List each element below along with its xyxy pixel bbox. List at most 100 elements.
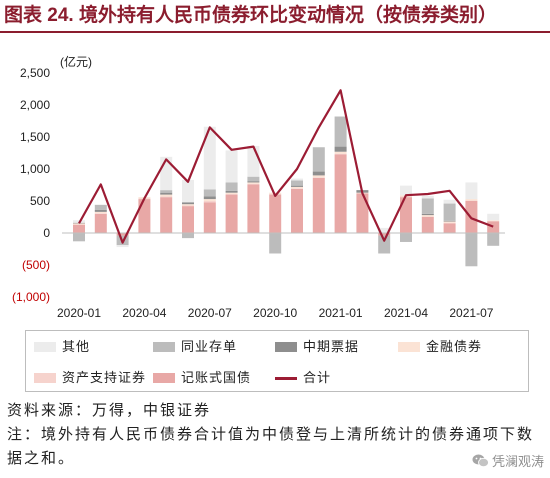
bar-segment-s3-m0 [73,223,85,225]
bar-segment-s5-m13 [356,193,369,233]
bar-segment-s4-m10 [291,188,303,189]
bar-segment-s1-m14 [378,235,391,254]
bar-segment-s0-m5 [182,179,194,203]
legend-label: 其他 [62,339,91,354]
bar-segment-s3-m10 [291,186,303,189]
bar-segment-s5-m9 [269,194,282,233]
bar-segment-s3-m7 [225,192,238,194]
bar-segment-s5-m3 [138,199,151,233]
legend-item-total: 合计 [275,370,331,386]
bar-segment-s2-m6 [203,196,216,200]
x-tick-label: 2021-04 [384,306,428,320]
bar-segment-s4-m5 [182,205,194,207]
watermark: 凭澜观涛 [472,451,544,470]
bar-segment-s0-m17 [443,199,456,204]
legend-label: 中期票据 [303,339,360,354]
x-tick-label: 2020-01 [57,306,101,320]
footnote: 注：境外持有人民币债券合计值为中债登与上清所统计的债券通项下数据之和。 [7,427,535,467]
bar-segment-s3-m4 [160,194,173,197]
bar-segment-s3-m16 [421,215,434,217]
y-axis-unit: (亿元) [60,54,92,69]
bar-segment-s1-m8 [247,176,260,182]
bar-segment-s5-m1 [94,213,107,233]
bar-segment-s2-m17 [443,220,456,222]
bar-segment-s1-m16 [421,198,434,214]
bar-segment-s3-m12 [334,151,347,154]
bar-segment-s4-m4 [160,196,173,198]
y-tick-label: 500 [30,194,50,208]
y-tick-label: 1,000 [20,162,50,176]
bar-segment-s1-m1 [94,204,107,210]
bar-segment-s0-m7 [225,150,238,183]
bar-segment-s3-m17 [443,221,456,223]
bar-segment-s1-m7 [225,182,238,191]
legend-label: 资产支持证券 [62,370,147,385]
bar-segment-s4-m19 [487,220,500,222]
bar-segment-s3-m18 [465,199,478,201]
bar-segment-s4-m12 [334,153,347,155]
bar-segment-s5-m8 [247,184,260,233]
bar-segment-s0-m16 [421,195,434,199]
bar-segment-s3-m5 [182,204,194,206]
legend-label: 同业存单 [181,339,238,354]
bar-segment-s4-m16 [421,216,434,217]
bar-segment-s0-m19 [487,213,500,221]
chart-title: 图表 24. 境外持有人民币债券环比变动情况（按债券类别） [4,5,497,26]
x-tick-label: 2020-07 [188,306,232,320]
legend-item-treasury: 记账式国债 [153,370,251,386]
bar-segment-s1-m10 [291,180,303,186]
bar-segment-s2-m4 [160,192,173,195]
bar-segment-s0-m18 [465,182,478,200]
bar-segment-s5-m2 [116,233,129,236]
bar-segment-s5-m17 [443,223,456,233]
legend-swatch-abs [34,373,56,383]
bar-segment-s4-m17 [443,222,456,224]
total-line [78,89,494,244]
bar-segment-s2-m7 [225,190,238,193]
bar-segment-s0-m15 [400,185,412,196]
x-tick-label: 2020-04 [122,306,166,320]
legend-item-financial-bonds: 金融债券 [398,339,482,355]
bar-segment-s1-m9 [269,233,282,254]
bar-segment-s1-m15 [400,233,412,242]
bar-segment-s0-m4 [160,156,173,191]
bar-segment-s5-m4 [160,197,173,233]
bar-segment-s5-m6 [203,202,216,233]
y-tick-label: 2,000 [20,98,50,112]
bar-segment-s3-m19 [487,220,500,221]
bar-segment-s2-m11 [312,171,325,176]
x-tick-label: 2020-10 [253,306,297,320]
bar-segment-s5-m12 [334,154,347,233]
bar-segment-s2-m10 [291,185,303,187]
bar-segment-s0-m10 [291,178,303,181]
y-tick-label: 2,500 [20,66,50,80]
bar-segment-s5-m16 [421,217,434,233]
bar-segment-s4-m11 [312,177,325,178]
legend-swatch-treasury [153,373,175,383]
y-tick-label: 1,500 [20,130,50,144]
y-tick-label: (1,000) [12,290,50,304]
legend-label: 金融债券 [426,339,483,354]
chart-plot: (亿元) 2,500 2,000 1,500 1,000 500 0 (500) (1,000… [12,54,505,320]
legend-item-mtn: 中期票据 [275,339,359,355]
bar-segment-s3-m6 [203,199,216,201]
legend-item-abs: 资产支持证券 [34,370,146,386]
bar-segment-s0-m6 [203,126,216,190]
bar-segment-s5-m0 [73,224,85,233]
bar-segment-s4-m8 [247,183,260,185]
bar-segment-s4-m7 [225,193,238,195]
bar-segment-s2-m5 [182,202,194,205]
bar-segment-s1-m5 [182,233,194,239]
bar-segment-s1-m19 [487,233,500,246]
wechat-icon [472,454,489,468]
legend-swatch-total-line [275,376,297,380]
bar-segment-s5-m10 [291,188,303,233]
y-tick-label: 0 [43,226,50,240]
y-tick-label: (500) [22,258,50,272]
bar-segment-s2-m1 [94,209,107,212]
bar-segment-s5-m14 [378,233,391,236]
watermark-text: 凭澜观涛 [491,454,544,469]
legend-label: 合计 [303,370,332,385]
bar-segment-s4-m18 [465,200,478,201]
